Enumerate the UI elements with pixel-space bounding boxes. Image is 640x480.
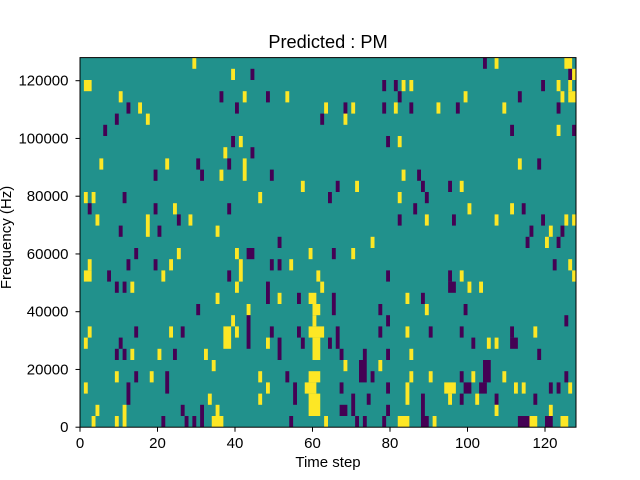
svg-text:100: 100 xyxy=(455,435,480,452)
svg-text:60: 60 xyxy=(304,435,321,452)
svg-text:0: 0 xyxy=(76,435,84,452)
svg-text:Time step: Time step xyxy=(295,454,360,471)
svg-text:120: 120 xyxy=(532,435,557,452)
svg-text:60000: 60000 xyxy=(27,246,69,263)
svg-text:80000: 80000 xyxy=(27,188,69,205)
svg-text:0: 0 xyxy=(60,419,68,436)
svg-text:20000: 20000 xyxy=(27,361,69,378)
svg-text:100000: 100000 xyxy=(18,130,68,147)
svg-text:120000: 120000 xyxy=(18,73,68,90)
svg-text:80: 80 xyxy=(382,435,399,452)
svg-text:Predicted : PM: Predicted : PM xyxy=(268,32,387,52)
svg-text:Frequency (Hz): Frequency (Hz) xyxy=(0,186,15,289)
svg-text:40: 40 xyxy=(227,435,244,452)
svg-text:40000: 40000 xyxy=(27,304,69,321)
svg-text:20: 20 xyxy=(149,435,166,452)
